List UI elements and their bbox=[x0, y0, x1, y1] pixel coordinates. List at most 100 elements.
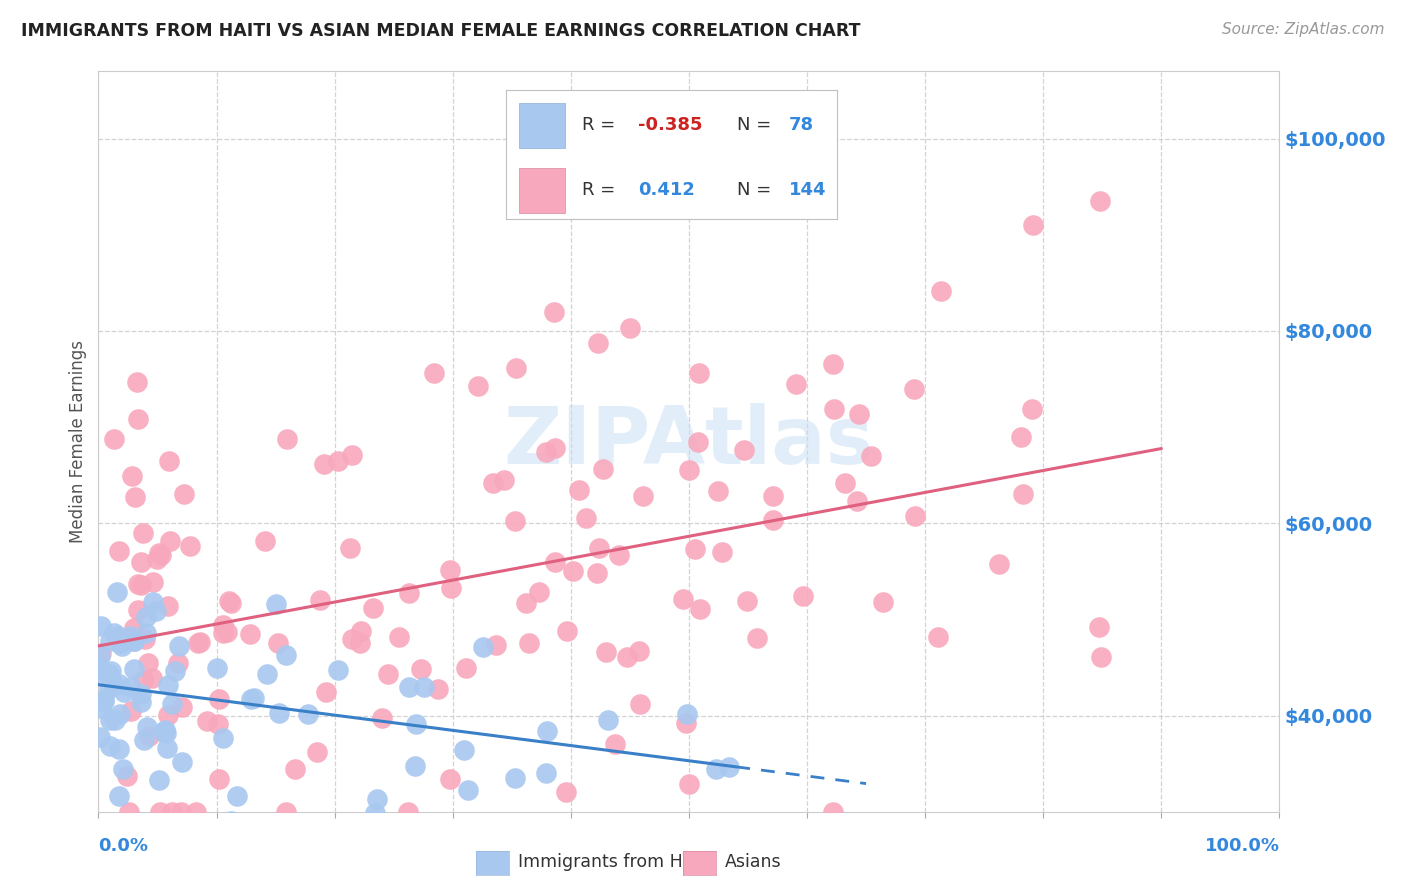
Point bbox=[208, 692, 231, 706]
Point bbox=[1090, 649, 1112, 664]
Point bbox=[592, 461, 614, 475]
Point bbox=[492, 473, 515, 487]
Point bbox=[205, 660, 228, 674]
Point bbox=[596, 713, 619, 727]
Point bbox=[371, 711, 394, 725]
Point bbox=[152, 725, 174, 739]
Point bbox=[846, 493, 869, 508]
Point bbox=[170, 755, 193, 769]
Point bbox=[586, 566, 609, 581]
Point bbox=[111, 762, 134, 776]
Point bbox=[122, 634, 145, 648]
Point bbox=[467, 379, 489, 393]
Point bbox=[219, 596, 242, 610]
Point bbox=[217, 624, 239, 639]
Point bbox=[422, 367, 444, 381]
Point bbox=[388, 630, 411, 644]
Point bbox=[107, 629, 129, 643]
Point bbox=[243, 690, 266, 705]
Point bbox=[284, 763, 307, 777]
Point bbox=[628, 697, 651, 711]
Point bbox=[745, 632, 768, 646]
Point bbox=[108, 636, 131, 650]
Point bbox=[150, 548, 173, 562]
Point bbox=[108, 742, 131, 756]
Point bbox=[120, 680, 142, 694]
Point bbox=[411, 662, 433, 676]
Point bbox=[1090, 194, 1112, 208]
Point bbox=[543, 555, 565, 569]
Point bbox=[688, 434, 710, 449]
Point bbox=[534, 765, 557, 780]
Point bbox=[823, 402, 845, 417]
Point bbox=[678, 463, 700, 477]
Point bbox=[156, 677, 179, 691]
Point bbox=[159, 533, 181, 548]
Point bbox=[264, 597, 287, 611]
Point bbox=[118, 805, 141, 819]
Point bbox=[688, 366, 710, 380]
Point bbox=[683, 541, 706, 556]
Point bbox=[155, 723, 177, 738]
Point bbox=[607, 548, 630, 562]
Y-axis label: Median Female Earnings: Median Female Earnings bbox=[69, 340, 87, 543]
Point bbox=[173, 487, 195, 501]
Point bbox=[792, 590, 814, 604]
Point bbox=[404, 758, 426, 772]
Point bbox=[239, 627, 262, 641]
Text: Immigrants from Haiti: Immigrants from Haiti bbox=[517, 853, 710, 871]
Point bbox=[169, 805, 191, 819]
Point bbox=[103, 626, 125, 640]
Point bbox=[127, 411, 149, 425]
Point bbox=[312, 457, 335, 471]
Point bbox=[603, 737, 626, 751]
Point bbox=[104, 713, 127, 727]
Point bbox=[89, 667, 111, 681]
Point bbox=[453, 742, 475, 756]
Point bbox=[821, 357, 844, 371]
Point bbox=[89, 730, 111, 744]
Point bbox=[127, 576, 149, 591]
Point bbox=[93, 692, 115, 706]
Point bbox=[218, 593, 240, 607]
Point bbox=[315, 685, 337, 699]
Point bbox=[706, 483, 728, 498]
Point bbox=[187, 636, 209, 650]
Point bbox=[157, 454, 180, 468]
Point bbox=[396, 805, 419, 819]
Point bbox=[132, 673, 155, 687]
Point bbox=[98, 713, 121, 727]
Point bbox=[100, 664, 122, 678]
Point bbox=[366, 792, 388, 806]
Point bbox=[90, 701, 112, 715]
Point bbox=[155, 726, 177, 740]
Point bbox=[678, 777, 700, 791]
Point bbox=[110, 707, 132, 722]
Point bbox=[860, 449, 883, 463]
Point bbox=[107, 789, 129, 803]
Point bbox=[127, 603, 149, 617]
Point bbox=[672, 592, 695, 607]
Text: 100.0%: 100.0% bbox=[1205, 837, 1279, 855]
Point bbox=[340, 448, 363, 462]
Point bbox=[135, 625, 157, 640]
Point bbox=[398, 681, 420, 695]
Point bbox=[628, 643, 651, 657]
Point bbox=[588, 541, 610, 555]
Point bbox=[148, 546, 170, 560]
Point bbox=[103, 432, 125, 446]
Point bbox=[156, 741, 179, 756]
Point bbox=[117, 769, 139, 783]
Point bbox=[124, 621, 146, 635]
Text: Source: ZipAtlas.com: Source: ZipAtlas.com bbox=[1222, 22, 1385, 37]
Point bbox=[515, 596, 537, 610]
Point bbox=[112, 685, 135, 699]
Point bbox=[529, 585, 551, 599]
Point bbox=[135, 720, 157, 734]
Point bbox=[136, 657, 159, 671]
Point bbox=[89, 649, 111, 664]
Point bbox=[129, 555, 152, 569]
Point bbox=[156, 599, 179, 613]
Point bbox=[675, 716, 697, 731]
Point bbox=[350, 624, 373, 638]
